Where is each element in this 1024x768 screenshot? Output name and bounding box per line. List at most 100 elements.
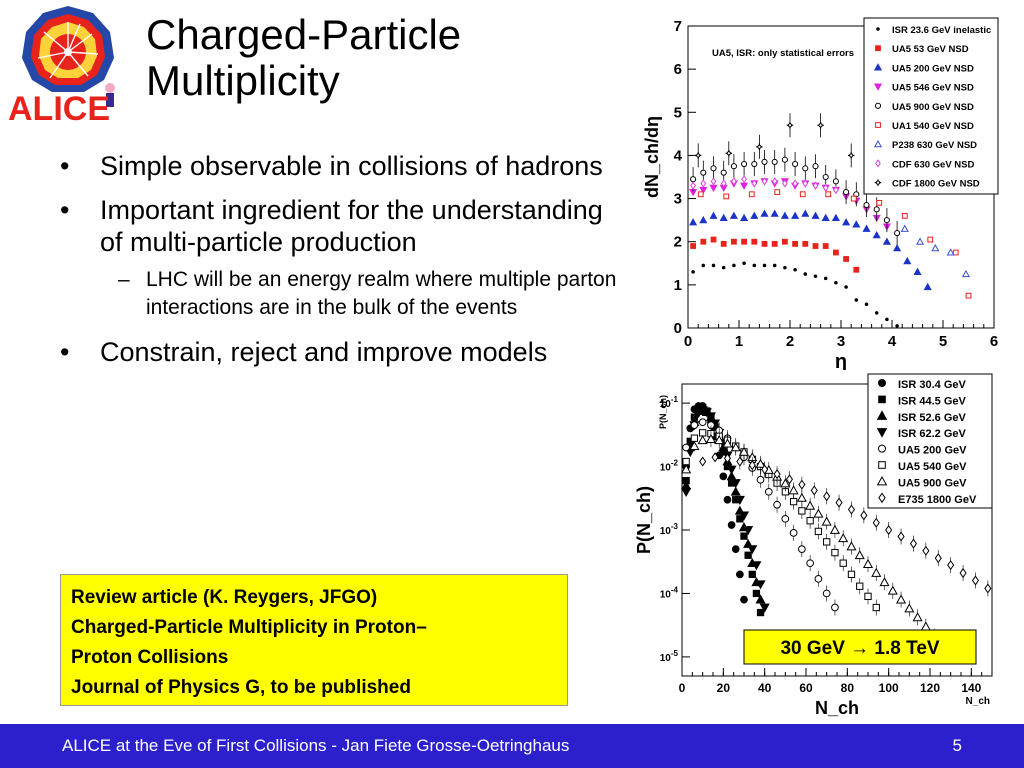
logo-detector-graphic bbox=[22, 6, 115, 107]
data-point bbox=[823, 491, 831, 502]
legend-entry: ISR 30.4 GeV bbox=[898, 379, 967, 391]
y-tick-label: 2 bbox=[674, 234, 682, 251]
data-point bbox=[761, 177, 768, 186]
data-point bbox=[822, 173, 829, 181]
data-point bbox=[744, 551, 752, 559]
data-point bbox=[748, 570, 756, 578]
legend-entry: CDF 630 GeV NSD bbox=[892, 159, 974, 170]
x-tick-label: 4 bbox=[888, 333, 897, 350]
data-point bbox=[761, 158, 768, 165]
data-point bbox=[773, 469, 781, 480]
data-point bbox=[909, 538, 918, 549]
legend-marker bbox=[873, 139, 883, 148]
data-point bbox=[781, 156, 788, 163]
legend-marker bbox=[878, 395, 886, 404]
data-point bbox=[835, 497, 843, 508]
series-7 bbox=[690, 175, 839, 195]
data-point bbox=[711, 263, 716, 268]
data-point bbox=[729, 211, 738, 219]
data-point bbox=[695, 152, 702, 159]
data-point bbox=[934, 553, 942, 564]
data-point bbox=[893, 243, 902, 252]
y-tick-label: 3 bbox=[674, 191, 682, 208]
x-tick-label: 5 bbox=[939, 333, 947, 350]
data-point bbox=[689, 440, 700, 450]
x-tick-label: 0 bbox=[679, 681, 686, 695]
series-5 bbox=[697, 189, 972, 299]
legend-entry: ISR 52.6 GeV bbox=[898, 412, 967, 424]
data-point bbox=[760, 209, 769, 217]
energy-range-label: 30 GeV → 1.8 TeV bbox=[780, 638, 939, 659]
data-point bbox=[786, 122, 794, 129]
data-point bbox=[785, 474, 794, 485]
data-point bbox=[897, 531, 905, 542]
x-tick-label: 60 bbox=[799, 681, 813, 695]
series-6 bbox=[900, 224, 970, 278]
data-point bbox=[946, 248, 955, 256]
x-tick-label: 40 bbox=[758, 681, 772, 695]
data-point bbox=[714, 434, 725, 445]
data-point bbox=[764, 487, 773, 496]
data-point bbox=[731, 177, 737, 186]
x-tick-label: 120 bbox=[920, 681, 940, 695]
data-point bbox=[873, 206, 880, 213]
multiplicity-distribution-plot: 0 20 40 60 80 100 120 140 10-5 10-4 10-3 10-2 10-1 N_… bbox=[634, 373, 993, 718]
data-point bbox=[751, 561, 762, 571]
legend-entry: E735 1800 GeV bbox=[898, 494, 977, 506]
data-point bbox=[771, 158, 778, 165]
data-point bbox=[817, 122, 824, 129]
data-point bbox=[723, 193, 730, 200]
data-point bbox=[802, 179, 809, 188]
series-4 bbox=[690, 147, 901, 246]
footer-text: ALICE at the Eve of First Collisions - J… bbox=[62, 736, 570, 755]
data-point bbox=[690, 434, 699, 442]
data-point bbox=[791, 211, 800, 219]
data-point bbox=[854, 298, 859, 302]
review-line-3: Proton Collisions bbox=[71, 647, 229, 668]
data-point bbox=[796, 492, 807, 502]
data-point bbox=[831, 548, 839, 557]
y-tick-label: 4 bbox=[674, 147, 683, 164]
data-point bbox=[923, 282, 932, 291]
data-point bbox=[771, 177, 778, 186]
data-point bbox=[806, 517, 814, 525]
data-point bbox=[812, 163, 819, 170]
data-point bbox=[872, 603, 880, 612]
data-point bbox=[971, 575, 980, 586]
data-point bbox=[961, 269, 970, 278]
data-point bbox=[738, 446, 750, 456]
legend-marker bbox=[875, 45, 881, 52]
data-point bbox=[822, 183, 829, 192]
bullet-3: Constrain, reject and improve models bbox=[58, 336, 618, 368]
data-point bbox=[788, 485, 799, 495]
data-point bbox=[711, 452, 719, 463]
data-point bbox=[721, 265, 726, 270]
data-point bbox=[748, 460, 756, 471]
data-point bbox=[789, 497, 798, 506]
legend-box bbox=[867, 373, 993, 509]
data-point bbox=[839, 559, 847, 567]
data-point bbox=[916, 237, 925, 245]
chart-annotation: UA5, ISR: only statistical errors bbox=[712, 48, 854, 59]
data-point bbox=[846, 541, 857, 551]
dndeta-plot: 0 1 2 3 4 5 6 0 1 2 3 4 5 6 7 η dN_ch/dη UA5, ISR: only s… bbox=[642, 17, 999, 370]
x-tick-label: 100 bbox=[879, 681, 899, 695]
data-point bbox=[883, 217, 890, 224]
data-point bbox=[862, 224, 871, 232]
data-point bbox=[751, 160, 758, 168]
bullet-1: Simple observable in collisions of hadro… bbox=[58, 150, 618, 182]
data-point bbox=[731, 545, 740, 553]
data-point bbox=[736, 456, 744, 467]
data-point bbox=[709, 211, 718, 219]
data-point bbox=[895, 324, 899, 328]
data-point bbox=[913, 267, 922, 275]
y-tick-label: 0 bbox=[674, 320, 682, 337]
data-point bbox=[831, 213, 840, 222]
data-point bbox=[700, 238, 707, 245]
data-point bbox=[831, 603, 839, 612]
data-point bbox=[690, 181, 696, 190]
legend-marker bbox=[876, 475, 888, 486]
y-axis-label: P(N_ch) bbox=[634, 486, 654, 554]
data-point bbox=[959, 567, 967, 579]
data-point bbox=[789, 529, 798, 537]
